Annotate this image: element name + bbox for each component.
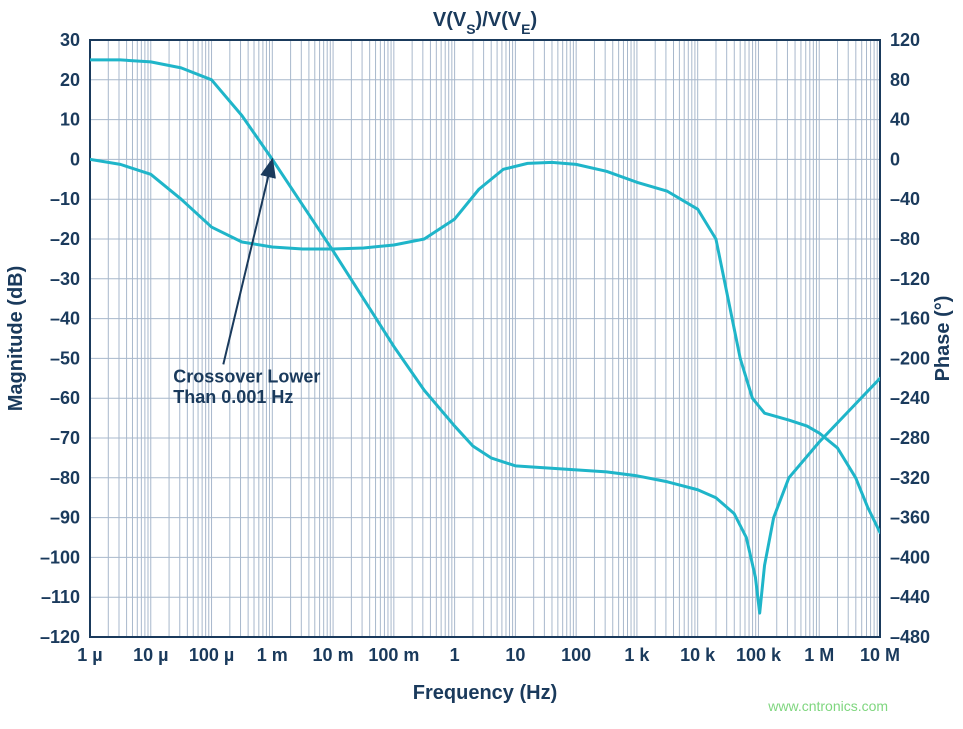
x-tick-label: 100 k: [736, 645, 782, 665]
y-right-tick-label: –400: [890, 547, 930, 567]
y-left-tick-label: –20: [50, 229, 80, 249]
y-left-tick-label: –30: [50, 269, 80, 289]
y-right-tick-label: –160: [890, 309, 930, 329]
y-right-tick-label: –280: [890, 428, 930, 448]
x-tick-label: 100 m: [368, 645, 419, 665]
y-left-tick-label: –60: [50, 388, 80, 408]
y-right-tick-label: 120: [890, 30, 920, 50]
y-left-tick-label: 10: [60, 110, 80, 130]
y-right-tick-label: 0: [890, 149, 900, 169]
y-left-tick-label: –100: [40, 547, 80, 567]
x-tick-label: 10 M: [860, 645, 900, 665]
x-tick-label: 100: [561, 645, 591, 665]
y-left-tick-label: 30: [60, 30, 80, 50]
y-left-tick-label: 20: [60, 70, 80, 90]
x-tick-label: 10: [505, 645, 525, 665]
x-tick-label: 1 m: [257, 645, 288, 665]
y-left-tick-label: –110: [41, 587, 80, 607]
y-left-tick-label: –90: [50, 508, 80, 528]
y-left-label: Magnitude (dB): [5, 266, 27, 412]
x-tick-label: 100 µ: [189, 645, 234, 665]
y-left-tick-label: –50: [50, 348, 80, 368]
watermark: www.cntronics.com: [767, 698, 888, 714]
y-left-tick-label: –40: [50, 309, 80, 329]
y-right-tick-label: –480: [890, 627, 930, 647]
x-tick-label: 10 m: [313, 645, 354, 665]
y-right-tick-label: –440: [890, 587, 930, 607]
y-left-tick-label: 0: [70, 149, 80, 169]
chart-svg: 1 µ10 µ100 µ1 m10 m100 m1101001 k10 k100…: [0, 0, 963, 729]
y-right-tick-label: –200: [890, 348, 930, 368]
x-tick-label: 1 k: [624, 645, 650, 665]
y-right-tick-label: –320: [890, 468, 930, 488]
y-left-tick-label: –70: [50, 428, 80, 448]
x-tick-label: 10 µ: [133, 645, 168, 665]
x-tick-label: 1: [450, 645, 460, 665]
y-left-tick-label: –80: [50, 468, 80, 488]
y-right-tick-label: –80: [890, 229, 920, 249]
y-left-tick-label: –10: [50, 189, 80, 209]
x-tick-label: 1 M: [804, 645, 834, 665]
y-right-tick-label: –120: [890, 269, 930, 289]
y-right-tick-label: –40: [890, 189, 920, 209]
y-right-tick-label: 80: [890, 70, 910, 90]
y-right-tick-label: –360: [890, 508, 930, 528]
y-right-label: Phase (°): [932, 296, 954, 382]
x-tick-label: 1 µ: [77, 645, 102, 665]
x-label: Frequency (Hz): [413, 682, 557, 704]
x-tick-label: 10 k: [680, 645, 716, 665]
y-left-tick-label: –120: [40, 627, 80, 647]
bode-chart: 1 µ10 µ100 µ1 m10 m100 m1101001 k10 k100…: [0, 0, 963, 729]
y-right-tick-label: –240: [890, 388, 930, 408]
y-right-tick-label: 40: [890, 110, 910, 130]
